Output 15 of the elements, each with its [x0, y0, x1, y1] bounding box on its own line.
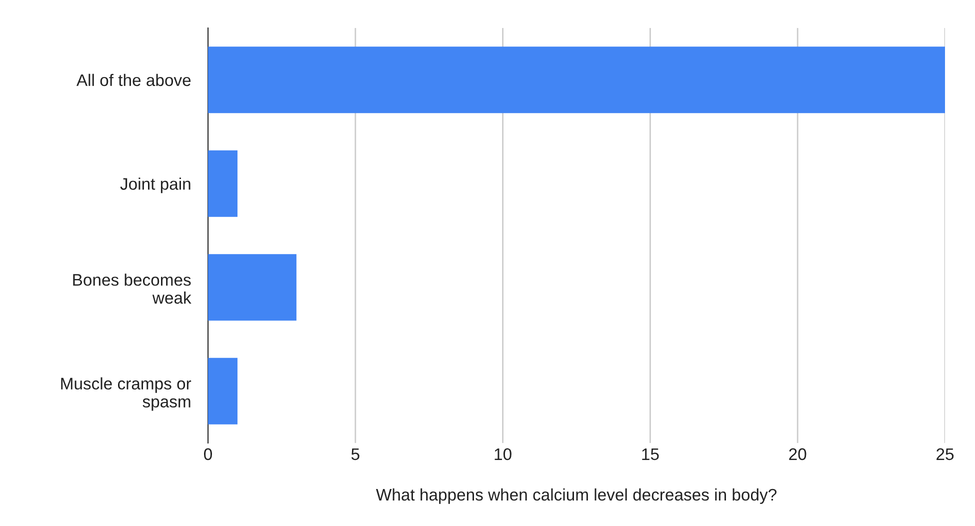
x-axis-title: What happens when calcium level decreases in body?: [376, 488, 776, 504]
bar: [208, 254, 296, 321]
x-tick-label: 10: [494, 448, 512, 460]
y-tick-label: Joint pain: [120, 178, 190, 194]
x-tick-label: 5: [351, 448, 360, 460]
y-tick-label: Bones becomes weak: [73, 274, 192, 304]
y-tick-label: Muscle cramps or spasm: [61, 377, 192, 411]
x-tick-label: 25: [936, 448, 954, 460]
x-tick-label: 15: [642, 448, 659, 460]
bar: [208, 46, 945, 114]
x-tick-label: 0: [204, 448, 212, 460]
y-tick-label: All of the above: [76, 74, 191, 86]
bar: [208, 358, 238, 424]
bar: [208, 150, 238, 217]
x-tick-label: 20: [789, 448, 806, 460]
